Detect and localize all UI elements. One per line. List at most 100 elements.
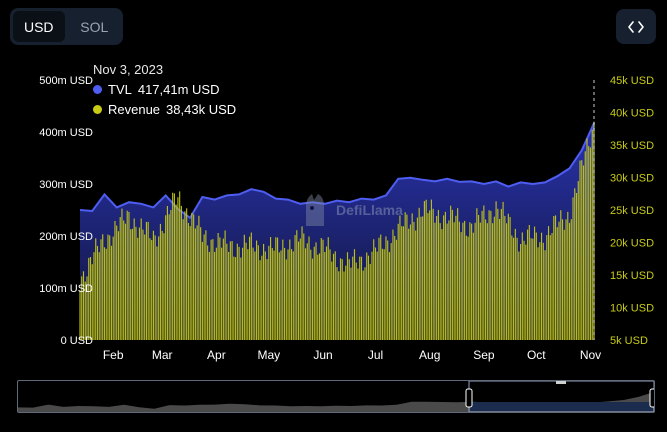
revenue-bar	[175, 204, 177, 340]
embed-button[interactable]	[616, 9, 656, 44]
revenue-bar	[158, 236, 160, 340]
revenue-bar	[275, 237, 277, 340]
tvl-revenue-chart[interactable]: 0 USD 100m USD 200m USD 300m USD 400m USD 500…	[0, 50, 667, 370]
revenue-bar	[563, 229, 565, 340]
revenue-bar	[420, 216, 422, 340]
revenue-bar	[352, 256, 354, 340]
revenue-bar	[79, 290, 81, 340]
revenue-bar	[273, 250, 275, 340]
revenue-bar	[429, 210, 431, 340]
revenue-bar	[523, 240, 525, 340]
revenue-bar	[224, 230, 226, 340]
revenue-bar	[495, 201, 497, 340]
revenue-bar	[214, 251, 216, 340]
x-tick-label: Jul	[368, 348, 383, 362]
revenue-bar	[196, 225, 198, 340]
revenue-bar	[385, 236, 387, 340]
brush-drag-grip[interactable]	[556, 380, 566, 384]
revenue-bar	[575, 193, 578, 340]
revenue-bar	[193, 214, 195, 340]
y-right-tick-label: 10k USD	[610, 303, 654, 315]
revenue-bar	[325, 246, 328, 340]
revenue-bar	[283, 247, 286, 340]
revenue-bar	[266, 259, 268, 340]
revenue-bar	[465, 235, 467, 340]
revenue-bar	[285, 259, 287, 340]
revenue-bar	[310, 249, 312, 340]
revenue-bar	[112, 236, 114, 340]
revenue-bar	[289, 239, 291, 340]
y-right-tick-label: 30k USD	[610, 173, 654, 185]
revenue-bar	[348, 259, 350, 340]
revenue-bar	[437, 209, 439, 340]
revenue-bar	[165, 215, 167, 340]
revenue-bar	[399, 215, 401, 340]
brush-left-handle[interactable]	[465, 388, 473, 408]
revenue-bar	[582, 165, 585, 340]
revenue-bar	[586, 138, 588, 340]
y-right-tick-label: 35k USD	[610, 140, 654, 152]
revenue-bar	[478, 215, 480, 340]
revenue-bar	[591, 129, 593, 340]
revenue-bar	[263, 243, 265, 340]
revenue-bar	[256, 240, 258, 340]
revenue-bar	[350, 267, 352, 340]
revenue-bar	[381, 248, 384, 340]
revenue-bar	[84, 281, 86, 340]
revenue-bar	[430, 199, 432, 340]
revenue-bar	[280, 250, 282, 340]
revenue-bar	[561, 219, 564, 340]
sol-toggle-button[interactable]: SOL	[80, 18, 109, 35]
revenue-bar	[96, 245, 99, 340]
revenue-bar	[359, 256, 361, 340]
revenue-bar	[549, 235, 551, 340]
revenue-bar	[250, 232, 252, 340]
tvl-line	[79, 122, 595, 220]
revenue-bar	[511, 235, 513, 340]
revenue-bar	[570, 219, 572, 340]
revenue-bar	[572, 197, 574, 340]
usd-toggle-button[interactable]: USD	[13, 11, 65, 42]
revenue-bar	[116, 225, 118, 340]
revenue-bar	[95, 238, 97, 340]
x-tick-label: Mar	[152, 348, 173, 362]
range-brush[interactable]	[17, 380, 657, 413]
revenue-bar	[124, 223, 127, 340]
revenue-bar	[574, 188, 576, 340]
y-left-tick-label: 300m USD	[39, 179, 93, 191]
revenue-bar	[287, 249, 289, 340]
revenue-bar	[297, 241, 300, 340]
revenue-bar	[149, 238, 151, 340]
revenue-bar	[191, 212, 193, 340]
y-left-tick-label: 500m USD	[39, 75, 93, 87]
revenue-bar	[123, 220, 125, 340]
revenue-bar	[540, 232, 543, 340]
revenue-bar	[114, 221, 116, 340]
revenue-bar	[145, 221, 148, 340]
revenue-bar	[432, 208, 434, 340]
revenue-bar	[161, 230, 163, 340]
revenue-bar	[203, 234, 205, 340]
revenue-bar	[140, 218, 142, 340]
revenue-bar	[458, 221, 460, 340]
revenue-bar	[476, 208, 478, 340]
revenue-bar	[516, 237, 518, 340]
x-tick-label: Feb	[103, 348, 124, 362]
revenue-bar	[317, 254, 319, 340]
revenue-bar	[483, 205, 485, 340]
x-tick-label: Apr	[207, 348, 226, 362]
y-right-tick-label: 5k USD	[610, 335, 648, 347]
revenue-bar	[392, 229, 394, 340]
revenue-bar	[493, 216, 495, 340]
brush-right-handle[interactable]	[649, 388, 657, 408]
revenue-bar	[233, 256, 235, 340]
revenue-bar	[509, 217, 511, 340]
revenue-bar	[518, 251, 520, 340]
revenue-bar	[329, 249, 331, 340]
revenue-bar	[546, 235, 548, 340]
y-right-tick-label: 45k USD	[610, 75, 654, 87]
revenue-bar	[402, 226, 405, 340]
revenue-bar	[464, 220, 466, 340]
revenue-bar	[542, 242, 544, 340]
revenue-bar	[131, 228, 134, 340]
